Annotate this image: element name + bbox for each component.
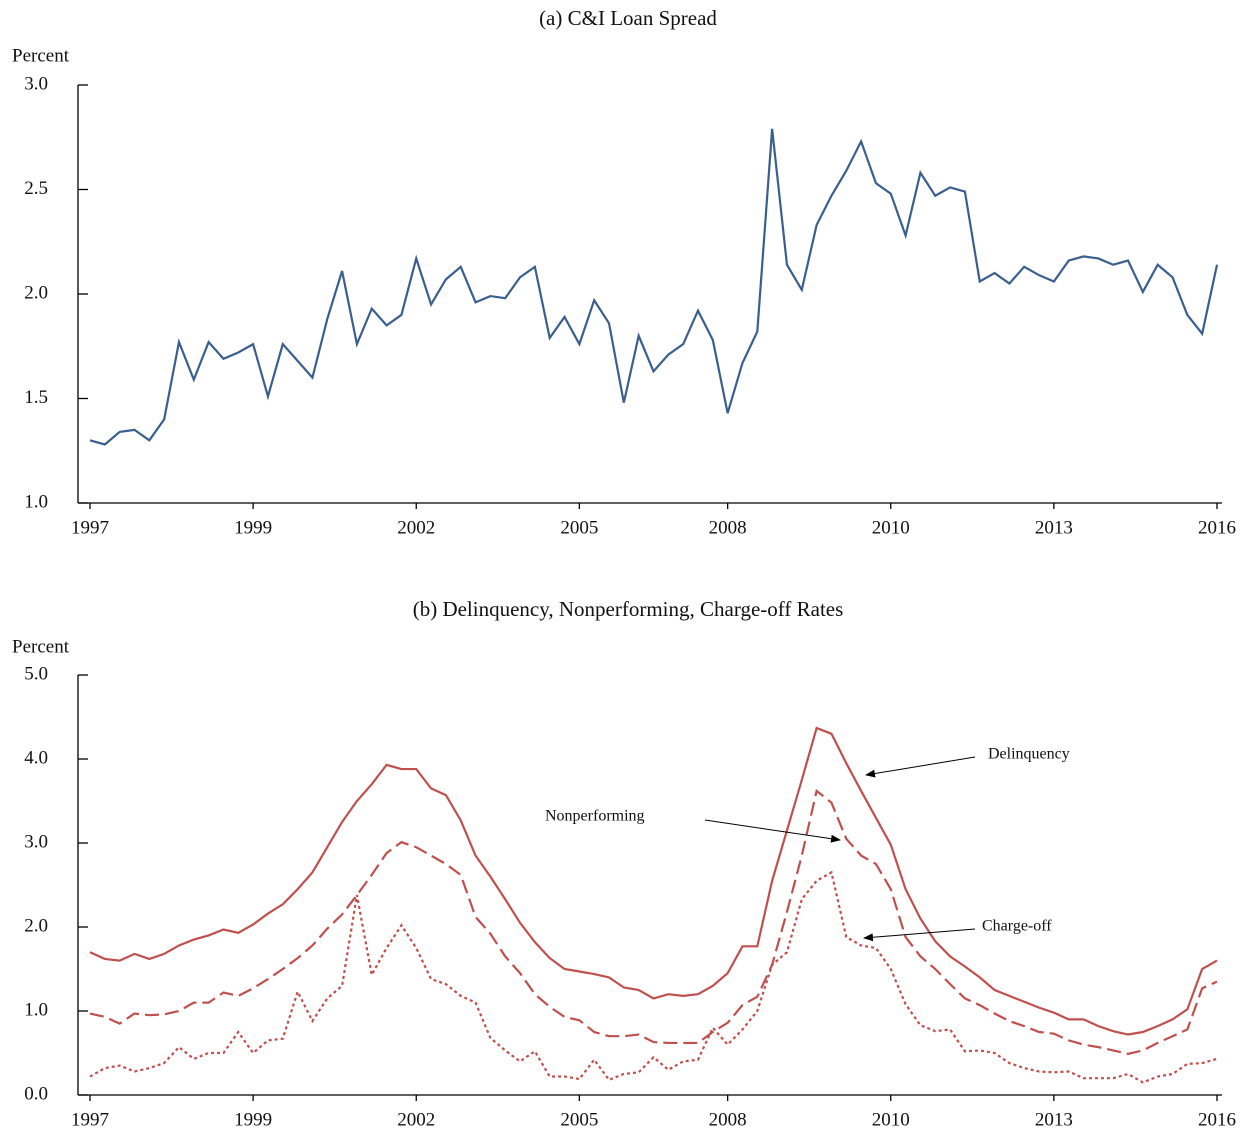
chart-title: (b) Delinquency, Nonperforming, Charge-o…	[413, 597, 844, 621]
x-tick-label: 2010	[872, 1109, 910, 1130]
y-tick-label: 3.0	[24, 831, 48, 852]
y-tick-label: 1.0	[24, 491, 48, 512]
y-tick-label: 5.0	[24, 663, 48, 684]
annotation: Charge-off	[982, 918, 1052, 935]
y-tick-label: 2.0	[24, 282, 48, 303]
y-tick-label: 1.5	[24, 387, 48, 408]
x-tick-label: 1999	[234, 1109, 272, 1130]
x-tick-label: 1997	[71, 1109, 109, 1130]
x-tick-label: 2008	[709, 517, 747, 538]
annotation-arrow	[704, 819, 841, 843]
x-tick-label: 1999	[234, 517, 272, 538]
annotation-arrow	[865, 756, 976, 778]
series-line	[89, 788, 1218, 1055]
y-tick-label: 2.5	[24, 178, 48, 199]
x-tick-label: 2002	[397, 1109, 435, 1130]
y-axis-label: Percent	[12, 636, 70, 657]
chart-title: (a) C&I Loan Spread	[539, 6, 717, 30]
series-line	[89, 870, 1218, 1084]
x-tick-label: 2002	[397, 517, 435, 538]
x-tick-label: 2016	[1198, 1109, 1236, 1130]
x-tick-label: 2008	[709, 1109, 747, 1130]
y-tick-label: 3.0	[24, 73, 48, 94]
x-tick-label: 1997	[71, 517, 109, 538]
annotation: Delinquency	[988, 746, 1070, 763]
x-tick-label: 2005	[560, 517, 598, 538]
x-tick-label: 2013	[1035, 517, 1073, 538]
y-tick-label: 0.0	[24, 1083, 48, 1104]
y-tick-label: 1.0	[24, 999, 48, 1020]
x-tick-label: 2013	[1035, 1109, 1073, 1130]
series-line	[89, 726, 1218, 1036]
x-tick-label: 2010	[872, 517, 910, 538]
x-tick-label: 2016	[1198, 517, 1236, 538]
x-tick-label: 2005	[560, 1109, 598, 1130]
annotation-arrow	[863, 928, 976, 942]
y-axis-label: Percent	[12, 45, 70, 66]
series-line	[89, 128, 1219, 446]
y-tick-label: 2.0	[24, 915, 48, 936]
annotation: Nonperforming	[545, 808, 645, 825]
y-tick-label: 4.0	[24, 747, 48, 768]
